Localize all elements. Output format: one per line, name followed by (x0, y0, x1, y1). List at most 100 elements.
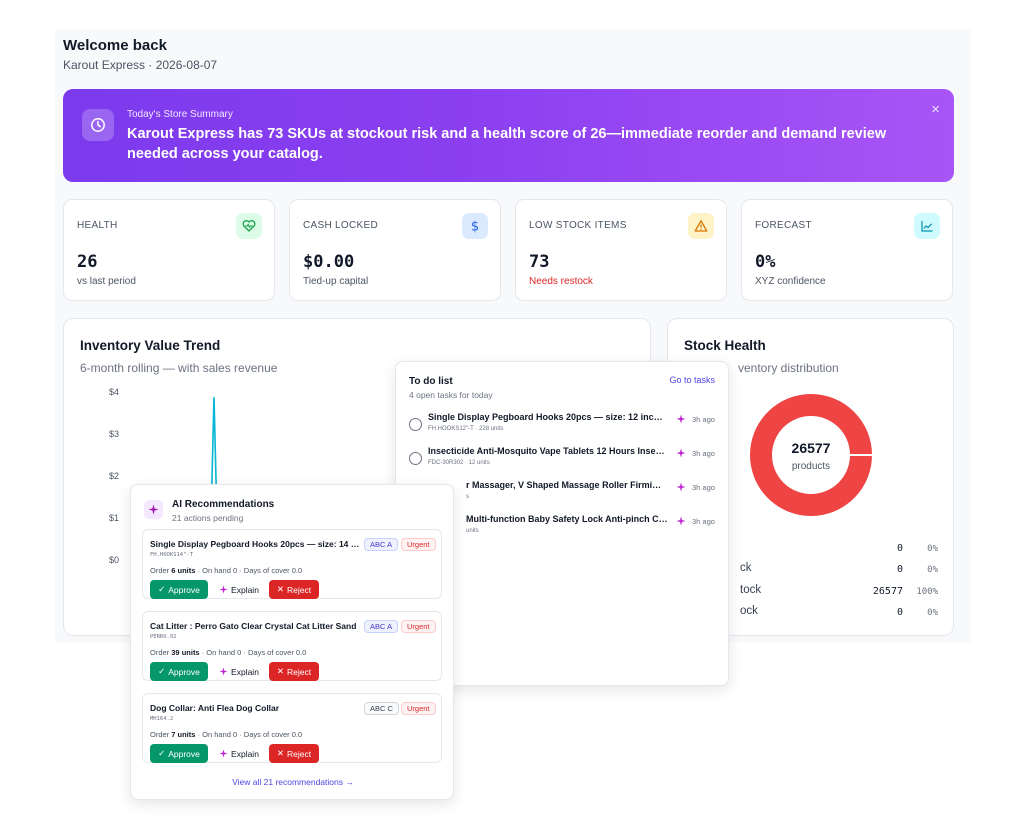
warning-icon (688, 213, 714, 239)
legend-label: ck (740, 562, 752, 574)
line-chart-icon (914, 213, 940, 239)
reject-button[interactable]: ✕ Reject (269, 662, 319, 681)
kpi-card-low-stock: LOW STOCK ITEMS 73 Needs restock (515, 199, 727, 301)
y-tick-label: $4 (108, 387, 119, 397)
task-time: 3h ago (692, 415, 715, 424)
urgent-badge: Urgent (401, 620, 436, 633)
legend-value: 0 (896, 607, 903, 618)
y-tick-label: $3 (108, 429, 119, 439)
recommendation-card: Cat Litter : Perro Gato Clear Crystal Ca… (142, 611, 442, 681)
sparkle-icon (219, 585, 228, 594)
legend-value: 26577 (872, 586, 903, 597)
page-subtitle: Karout Express · 2026-08-07 (63, 58, 218, 72)
ai-title: AI Recommendations (172, 499, 275, 510)
todo-subtitle: 4 open tasks for today (409, 390, 493, 400)
explain-button[interactable]: Explain (216, 744, 262, 763)
legend-value: 0 (896, 543, 903, 554)
donut-center-label: products (791, 461, 831, 472)
sparkle-icon (676, 482, 686, 492)
explain-button[interactable]: Explain (216, 580, 262, 599)
rec-sku: MH164.2 (150, 716, 174, 722)
task-meta: FH.HOOKS12"-T · 228 units (428, 426, 504, 432)
task-time: 3h ago (692, 517, 715, 526)
todo-task[interactable]: Multi-function Baby Safety Lock Anti-pin… (396, 514, 730, 544)
svg-text:$: $ (471, 220, 479, 234)
urgent-badge: Urgent (401, 538, 436, 551)
task-title: Single Display Pegboard Hooks 20pcs — si… (428, 412, 668, 422)
check-icon: ✓ (158, 584, 166, 594)
approve-button[interactable]: ✓ Approve (150, 580, 208, 599)
reject-button[interactable]: ✕ Reject (269, 580, 319, 599)
abc-badge: ABC A (364, 620, 399, 633)
kpi-subtext: Tied-up capital (303, 276, 369, 287)
legend-value: 0 (896, 564, 903, 575)
task-title: Insecticide Anti-Mosquito Vape Tablets 1… (428, 446, 668, 456)
task-time: 3h ago (692, 449, 715, 458)
kpi-card-forecast: FORECAST 0% XYZ confidence (741, 199, 953, 301)
page-title: Welcome back (63, 37, 167, 54)
abc-badge: ABC C (364, 702, 399, 715)
card-subtitle: ventory distribution (738, 361, 839, 375)
todo-title: To do list (409, 376, 453, 387)
clock-icon (82, 109, 114, 141)
rec-title: Dog Collar: Anti Flea Dog Collar (150, 703, 280, 713)
go-to-tasks-link[interactable]: Go to tasks (669, 375, 715, 385)
legend-label: ock (740, 605, 758, 617)
legend-label: tock (740, 584, 762, 596)
kpi-card-health: HEALTH 26 vs last period (63, 199, 275, 301)
donut-center-value: 26577 (791, 440, 831, 456)
explain-button[interactable]: Explain (216, 662, 262, 681)
banner-kicker: Today's Store Summary (127, 109, 233, 120)
rec-title: Single Display Pegboard Hooks 20pcs — si… (150, 539, 360, 549)
rec-order-detail: Order 7 units · On hand 0 · Days of cove… (150, 730, 303, 739)
task-checkbox[interactable] (409, 452, 422, 465)
x-icon: ✕ (276, 748, 285, 758)
sparkle-icon (144, 500, 163, 519)
todo-task[interactable]: Insecticide Anti-Mosquito Vape Tablets 1… (396, 446, 730, 476)
store-summary-banner: Today's Store Summary Karout Express has… (63, 89, 954, 182)
kpi-subtext: Needs restock (529, 276, 593, 287)
view-all-recommendations-link[interactable]: View all 21 recommendations → (232, 777, 354, 787)
card-title: Inventory Value Trend (80, 338, 221, 353)
todo-task[interactable]: r Massager, V Shaped Massage Roller Firm… (396, 480, 730, 510)
task-title: Multi-function Baby Safety Lock Anti-pin… (466, 514, 671, 524)
recommendation-card: Dog Collar: Anti Flea Dog Collar ABC C U… (142, 693, 442, 763)
kpi-subtext: XYZ confidence (755, 276, 826, 287)
task-meta: FDC-30R302 · 12 units (428, 460, 490, 466)
sparkle-icon (676, 414, 686, 424)
abc-badge: ABC A (364, 538, 399, 551)
sparkle-icon (219, 749, 228, 758)
rec-order-detail: Order 6 units · On hand 0 · Days of cove… (150, 566, 303, 575)
kpi-label: HEALTH (77, 220, 118, 231)
banner-message: Karout Express has 73 SKUs at stockout r… (127, 126, 887, 162)
rec-sku: PERRO.02 (150, 634, 177, 640)
rec-order-detail: Order 39 units · On hand 0 · Days of cov… (150, 648, 307, 657)
sparkle-icon (219, 667, 228, 676)
rec-title: Cat Litter : Perro Gato Clear Crystal Ca… (150, 621, 357, 631)
y-tick-label: $1 (108, 513, 119, 523)
approve-button[interactable]: ✓ Approve (150, 662, 208, 681)
task-title: r Massager, V Shaped Massage Roller Firm… (466, 480, 666, 490)
kpi-value: $0.00 (303, 252, 355, 272)
sparkle-icon (676, 448, 686, 458)
heart-pulse-icon (236, 213, 262, 239)
sparkle-icon (676, 516, 686, 526)
legend-percent: 0% (927, 544, 938, 554)
todo-task[interactable]: Single Display Pegboard Hooks 20pcs — si… (396, 412, 730, 442)
check-icon: ✓ (158, 666, 166, 676)
urgent-badge: Urgent (401, 702, 436, 715)
y-tick-label: $0 (108, 555, 119, 565)
ai-recommendations-popup: AI Recommendations 21 actions pending Si… (130, 484, 454, 800)
reject-button[interactable]: ✕ Reject (269, 744, 319, 763)
approve-button[interactable]: ✓ Approve (150, 744, 208, 763)
dollar-icon: $ (462, 213, 488, 239)
kpi-label: CASH LOCKED (303, 220, 378, 231)
recommendation-card: Single Display Pegboard Hooks 20pcs — si… (142, 529, 442, 599)
x-icon: ✕ (276, 666, 285, 676)
task-checkbox[interactable] (409, 418, 422, 431)
kpi-label: LOW STOCK ITEMS (529, 220, 627, 231)
close-icon[interactable]: × (931, 101, 940, 118)
x-icon: ✕ (276, 584, 285, 594)
stock-health-donut (750, 394, 872, 516)
legend-percent: 0% (927, 608, 938, 618)
